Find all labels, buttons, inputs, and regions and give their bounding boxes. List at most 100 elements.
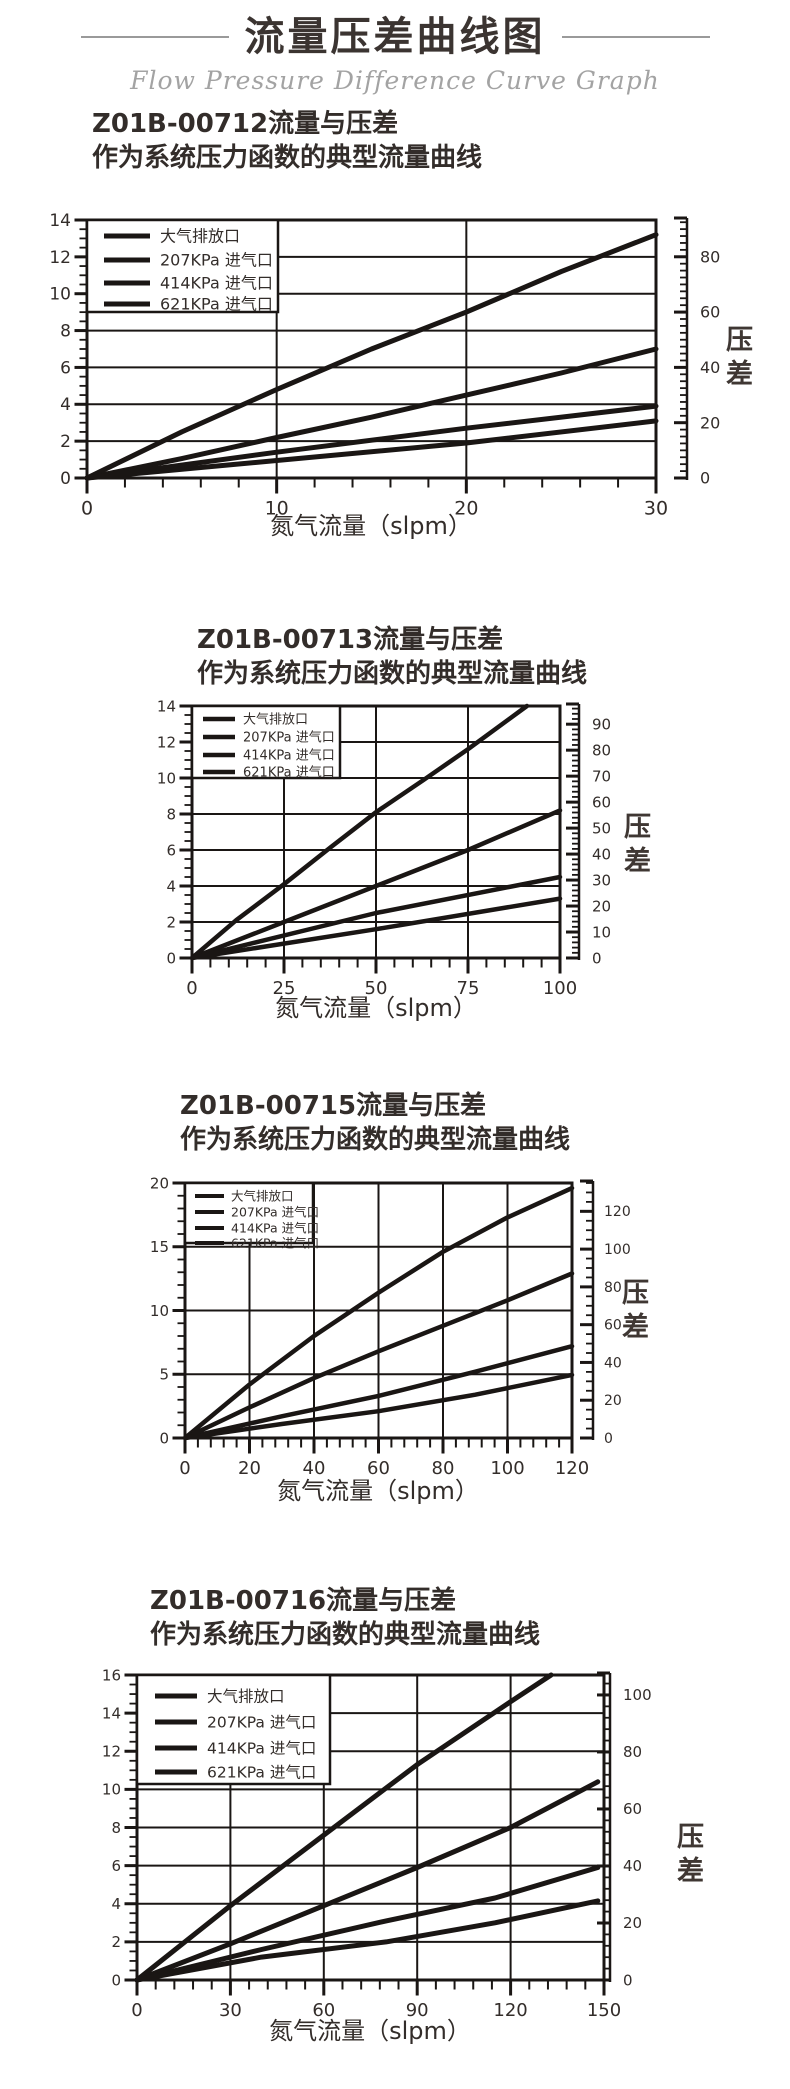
y-left-tick-label: 10 [102,1781,121,1799]
curve-series-3 [182,1372,575,1441]
y-right-tick-label: 0 [592,949,602,967]
right-axis: 0 10 20 30 40 50 60 70 80 90 [566,702,611,967]
legend-label-1: 207KPa 进气口 [207,1713,316,1731]
chart-z01b-00712-plot: 0 2 4 6 8 10 12 14 0 10 20 30 0 20 40 60 80 大气排放口 207KPa 进… [49,211,720,519]
y-right-tick-label: 20 [700,413,720,432]
y-right-tick-label: 40 [592,845,611,863]
y-right-tick-label: 40 [623,1857,642,1875]
y-left-tick-label: 0 [166,949,176,967]
y-left-tick-label: 0 [60,469,71,489]
curve-series-0 [182,1185,575,1441]
y-left-tick-label: 6 [166,841,176,859]
y-left-tick-label: 10 [157,769,176,787]
x-tick-label: 0 [81,497,93,519]
left-axis: 0 2 4 6 8 10 12 14 [49,211,86,489]
left-axis: 0 2 4 6 8 10 12 14 16 [102,1666,136,1989]
chart-z01b-00712-title: Z01B-00712流量与压差 作为系统压力函数的典型流量曲线 [92,107,482,175]
chart-z01b-00716-title: Z01B-00716流量与压差 作为系统压力函数的典型流量曲线 [150,1584,540,1652]
chart-z01b-00713-right-axis-label: 压差 [619,812,650,880]
x-tick-label: 50 [365,978,388,999]
curve-series-2 [134,1865,601,1983]
chart-title-line1: Z01B-00713流量与压差 [197,625,504,655]
title-rule-left [80,36,229,38]
chart-z01b-00713-plot: 0 2 4 6 8 10 12 14 0 25 50 75 100 0 10 20 30 40 50 60 70 80 90… [157,697,611,999]
y-left-tick-label: 8 [60,322,71,342]
y-left-tick-label: 0 [159,1429,169,1447]
legend-label-1: 207KPa 进气口 [160,251,273,270]
x-axis: 0 20 40 60 80 100 120 [179,1439,589,1479]
x-axis: 0 10 20 30 [81,479,668,519]
curve-series-3 [84,418,659,481]
y-left-tick-label: 4 [111,1895,121,1913]
y-left-tick-label: 5 [159,1366,169,1384]
y-right-tick-label: 20 [592,897,611,915]
y-right-tick-label: 90 [592,715,611,733]
x-tick-label: 20 [238,1458,261,1479]
legend-box [135,1673,332,1786]
chart-title-line2: 作为系统压力函数的典型流量曲线 [180,1125,571,1155]
chart-z01b-00712-xlabel: 氮气流量（slpm） [270,512,472,540]
chart-z01b-00713-title: Z01B-00713流量与压差 作为系统压力函数的典型流量曲线 [197,623,587,691]
legend-label-3: 621KPa 进气口 [231,1235,319,1250]
y-left-tick-label: 12 [157,733,176,751]
chart-title-line1: Z01B-00716流量与压差 [150,1586,457,1616]
y-right-tick-label: 100 [623,1686,652,1704]
y-left-tick-label: 2 [111,1933,121,1951]
y-right-tick-label: 80 [604,1280,622,1296]
y-right-tick-label: 40 [604,1355,622,1371]
plot-border [190,704,562,960]
legend-label-0: 大气排放口 [243,712,308,728]
legend-label-2: 414KPa 进气口 [231,1220,319,1235]
chart-z01b-00715-right-axis-label: 压差 [617,1278,648,1346]
y-right-tick-label: 50 [592,819,611,837]
legend-label-2: 414KPa 进气口 [207,1739,316,1757]
chart-title-line2: 作为系统压力函数的典型流量曲线 [92,143,483,173]
y-left-tick-label: 10 [150,1302,169,1320]
curve-series-0 [134,1672,554,1983]
curve-series-2 [189,874,563,961]
curve-series-0 [189,703,530,961]
legend-label-2: 414KPa 进气口 [243,748,335,764]
y-right-tick-label: 80 [700,247,720,266]
y-right-tick-label: 60 [700,303,720,322]
chart-title-line1: Z01B-00712流量与压差 [92,109,399,139]
x-axis: 0 25 50 75 100 [186,959,577,999]
legend-label-0: 大气排放口 [207,1687,285,1705]
y-left-tick-label: 12 [102,1743,121,1761]
y-right-tick-label: 60 [604,1318,622,1334]
y-right-tick-label: 0 [700,469,710,488]
y-right-tick-label: 0 [604,1431,613,1447]
y-left-tick-label: 10 [49,285,71,305]
x-axis: 0 30 60 90 120 150 [131,1981,621,2021]
x-tick-label: 0 [186,978,197,999]
x-tick-label: 40 [303,1458,326,1479]
page-subtitle: Flow Pressure Difference Curve Graph [130,66,660,95]
y-left-tick-label: 15 [150,1238,169,1256]
right-axis: 0 20 40 60 80 100 120 [580,1179,631,1447]
y-right-tick-label: 30 [592,871,611,889]
y-left-tick-label: 14 [157,697,176,715]
y-left-tick-label: 4 [60,395,71,415]
legend-label-3: 621KPa 进气口 [207,1763,316,1781]
curve-series-1 [182,1271,575,1441]
y-left-tick-label: 6 [60,358,71,378]
plot-border [135,1673,606,1982]
x-tick-label: 60 [367,1458,390,1479]
y-left-tick-label: 0 [111,1971,121,1989]
x-tick-label: 80 [432,1458,455,1479]
y-right-tick-label: 120 [604,1204,631,1220]
y-left-tick-label: 2 [166,913,176,931]
x-tick-label: 10 [265,497,289,519]
y-right-tick-label: 40 [700,358,720,377]
y-right-tick-label: 20 [623,1914,642,1932]
x-tick-label: 30 [219,2000,242,2021]
y-left-tick-label: 16 [102,1666,121,1684]
left-axis: 0 2 4 6 8 10 12 14 [157,697,191,967]
curve-series-1 [134,1779,601,1983]
legend-label-3: 621KPa 进气口 [243,765,335,781]
curve-series-2 [182,1343,575,1441]
chart-z01b-00713-xlabel: 氮气流量（slpm） [275,994,477,1022]
